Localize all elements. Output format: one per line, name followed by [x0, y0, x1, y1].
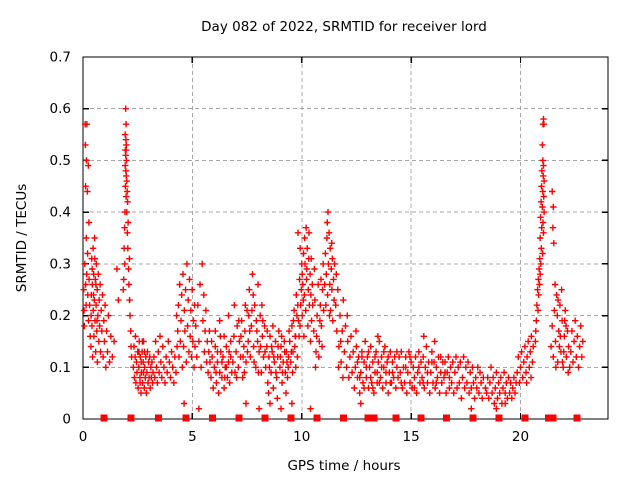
zero-marker-square: [127, 414, 135, 422]
zero-marker-square: [392, 414, 400, 422]
zero-marker-square: [364, 414, 372, 422]
y-axis-label: SRMTID / TECUs: [14, 184, 30, 292]
zero-marker-square: [182, 414, 190, 422]
zero-marker-square: [261, 414, 269, 422]
x-tick-label: 0: [79, 429, 88, 445]
y-tick-label: 0.6: [50, 101, 71, 117]
zero-marker-square: [209, 414, 216, 422]
y-tick-label: 0: [62, 412, 71, 428]
zero-marker-square: [443, 414, 451, 422]
x-tick-label: 15: [403, 429, 420, 445]
x-tick-label: 10: [293, 429, 310, 445]
zero-marker-square: [100, 414, 108, 422]
zero-marker-square: [339, 414, 347, 422]
y-tick-label: 0.4: [50, 205, 71, 221]
x-tick-label: 20: [512, 429, 529, 445]
zero-marker-square: [545, 414, 552, 422]
scatter-points: [80, 105, 586, 412]
zero-marker-square: [549, 414, 557, 422]
zero-markers: [100, 414, 581, 422]
zero-marker-square: [521, 414, 529, 422]
y-tick-label: 0.7: [50, 50, 71, 66]
x-tick-label: 5: [188, 429, 197, 445]
y-tick-label: 0.2: [50, 308, 71, 324]
zero-marker-square: [370, 414, 378, 422]
y-tick-label: 0.5: [50, 153, 71, 169]
y-tick-label: 0.1: [50, 360, 71, 376]
zero-marker-square: [469, 414, 477, 422]
plus-marker-path: [80, 105, 586, 412]
zero-marker-square: [417, 414, 425, 422]
x-axis-label: GPS time / hours: [287, 458, 400, 474]
zero-marker-square: [235, 414, 243, 422]
zero-marker-square: [154, 414, 162, 422]
zero-marker-square: [313, 414, 321, 422]
zero-marker-square: [495, 414, 503, 422]
zero-marker-square: [287, 414, 295, 422]
zero-marker-square: [573, 414, 581, 422]
y-tick-label: 0.3: [50, 256, 71, 272]
chart-title: Day 082 of 2022, SRMTID for receiver lor…: [201, 19, 487, 35]
tick-labels: 0 5 10 15 20 0 0.1 0.2 0.3 0.4 0.5 0.6 0.7: [50, 50, 530, 446]
